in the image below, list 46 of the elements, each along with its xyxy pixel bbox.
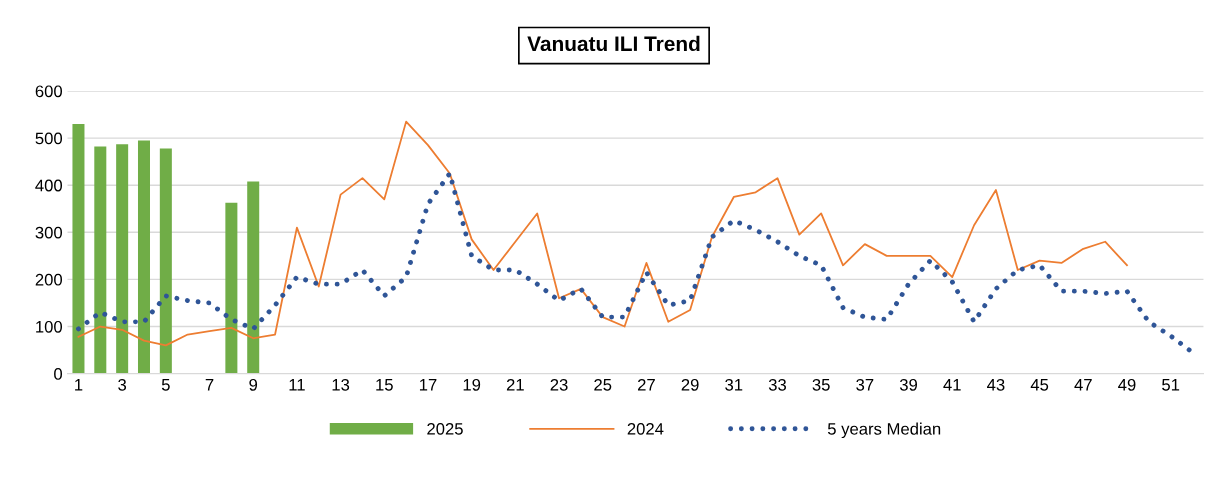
y-tick-label: 600 xyxy=(35,85,63,98)
x-tick-label: 27 xyxy=(637,378,655,391)
x-tick-label: 17 xyxy=(419,379,437,391)
bar xyxy=(116,144,129,374)
legend-label: 2025 xyxy=(427,422,463,435)
bar xyxy=(137,140,150,374)
line-series xyxy=(77,120,1128,347)
bar xyxy=(94,146,107,374)
x-tick-label: 3 xyxy=(118,378,127,391)
y-tick-label: 300 xyxy=(35,226,63,239)
y-tick-label: 400 xyxy=(35,179,63,192)
x-tick-label: 13 xyxy=(332,378,350,391)
x-tick-label: 47 xyxy=(1074,379,1092,391)
x-tick-label: 15 xyxy=(376,379,393,391)
bar xyxy=(159,148,172,374)
x-tick-label: 49 xyxy=(1118,378,1136,391)
x-tick-label: 7 xyxy=(205,379,214,391)
x-tick-label: 19 xyxy=(463,378,481,391)
bar xyxy=(247,181,260,374)
bar xyxy=(72,123,85,374)
y-tick-label: 500 xyxy=(35,132,63,145)
x-tick-label: 9 xyxy=(249,378,258,391)
x-tick-label: 41 xyxy=(943,379,961,391)
x-tick-label: 25 xyxy=(594,378,612,391)
x-tick-label: 11 xyxy=(289,379,305,391)
x-tick-label: 23 xyxy=(550,378,568,391)
legend-label: 2024 xyxy=(627,422,664,435)
x-tick-label: 5 xyxy=(161,379,170,391)
x-tick-label: 37 xyxy=(856,378,874,391)
y-tick-label: 0 xyxy=(54,368,63,380)
x-tick-label: 39 xyxy=(899,378,918,391)
x-tick-label: 35 xyxy=(812,378,830,391)
x-tick-label: 1 xyxy=(75,379,83,391)
x-tick-label: 21 xyxy=(506,378,524,391)
x-tick-label: 51 xyxy=(1162,379,1180,391)
line-series xyxy=(76,171,1195,355)
x-tick-label: 29 xyxy=(681,378,699,391)
x-tick-label: 43 xyxy=(987,378,1005,391)
legend-label: 5 years Median xyxy=(827,422,941,439)
chart-title: Vanuatu ILI Trend xyxy=(527,35,700,52)
x-tick-label: 31 xyxy=(725,378,743,391)
x-tick-label: 45 xyxy=(1030,379,1049,391)
y-tick-label: 100 xyxy=(36,320,63,333)
bar xyxy=(225,202,238,374)
y-tick-label: 200 xyxy=(35,273,63,286)
x-tick-label: 33 xyxy=(768,378,787,391)
